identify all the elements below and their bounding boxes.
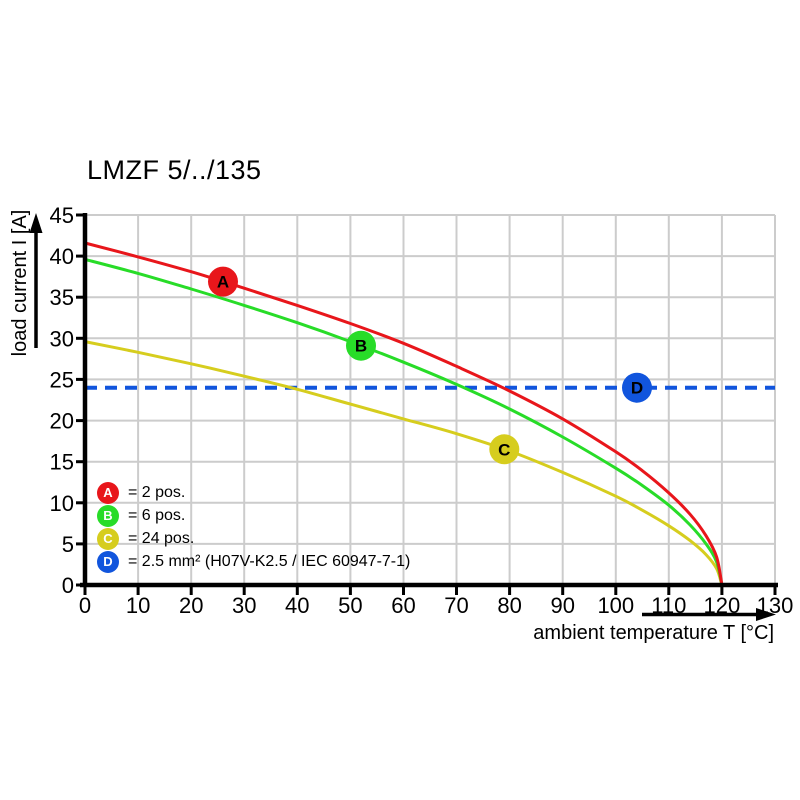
marker-b-circle: [346, 330, 376, 361]
y-tick-label: 25: [50, 367, 74, 392]
legend-text-c: = 24 pos.: [128, 529, 195, 547]
axis-layer: [80, 213, 778, 588]
legend-badge-b: B: [97, 504, 119, 527]
legend-row-d: D = 2.5 mm² (H07V-K2.5 / IEC 60947-7-1): [97, 550, 410, 573]
x-tick-label: 10: [126, 593, 150, 618]
marker-d-circle: [622, 372, 652, 403]
y-tick-label: 45: [50, 203, 74, 228]
x-tick-label: 30: [232, 593, 256, 618]
x-axis-title: ambient temperature T [°C]: [533, 622, 774, 644]
legend-badge-a-letter: A: [103, 485, 113, 500]
x-tick-label: 80: [497, 593, 521, 618]
marker-a-circle: [208, 266, 238, 297]
marker-c-circle: [489, 434, 520, 465]
legend-badge-d: D: [97, 550, 119, 573]
marker-b-letter: B: [355, 337, 367, 356]
y-tick-label: 15: [50, 450, 74, 475]
marker-c-letter: C: [498, 440, 510, 459]
x-tick-label: 60: [391, 593, 415, 618]
y-tick-label: 35: [50, 285, 74, 310]
tick-layer: [76, 213, 777, 595]
legend-badge-c-letter: C: [103, 531, 113, 546]
legend-badge-c: C: [97, 527, 119, 550]
y-tick-label: 5: [62, 532, 74, 557]
x-tick-label: 0: [79, 593, 91, 618]
tick-label-layer: 0 10 20 30 40 50 60 70 80 90 100 110 120 130051015202…: [50, 203, 794, 618]
y-tick-label: 40: [50, 244, 74, 269]
marker-b: B: [346, 330, 376, 361]
y-tick-label: 20: [50, 409, 74, 434]
x-tick-label: 70: [444, 593, 468, 618]
marker-d-letter: D: [631, 379, 643, 398]
marker-a: A: [208, 266, 238, 297]
legend-text-a: = 2 pos.: [128, 483, 186, 501]
grid-layer: [85, 214, 776, 585]
y-tick-label: 10: [50, 491, 74, 516]
legend: A = 2 pos. B = 6 pos. C = 24 pos. D = 2.…: [97, 481, 410, 573]
y-tick-label: 30: [50, 326, 74, 351]
marker-d: D: [622, 372, 652, 403]
legend-text-d: = 2.5 mm² (H07V-K2.5 / IEC 60947-7-1): [128, 552, 411, 570]
chart-title: LMZF 5/../135: [87, 155, 262, 185]
x-tick-label: 40: [285, 593, 309, 618]
marker-layer: A B C D: [208, 266, 652, 465]
y-axis-arrow-icon: [29, 213, 43, 348]
y-tick-label: 0: [62, 573, 74, 598]
legend-row-b: B = 6 pos.: [97, 504, 410, 527]
marker-a-letter: A: [217, 273, 229, 292]
legend-row-a: A = 2 pos.: [97, 481, 410, 504]
legend-row-c: C = 24 pos.: [97, 527, 410, 550]
x-tick-label: 100: [597, 593, 634, 618]
x-tick-label: 50: [338, 593, 362, 618]
legend-badge-a: A: [97, 481, 119, 504]
y-axis-title: load current I [A]: [9, 210, 31, 357]
x-axis-arrow-icon: [642, 608, 776, 621]
x-tick-label: 20: [179, 593, 203, 618]
marker-c: C: [489, 434, 520, 465]
legend-badge-d-letter: D: [103, 554, 113, 569]
legend-badge-b-letter: B: [103, 508, 113, 523]
curve-b: [84, 257, 724, 586]
x-tick-label: 90: [550, 593, 574, 618]
legend-text-b: = 6 pos.: [128, 506, 186, 524]
